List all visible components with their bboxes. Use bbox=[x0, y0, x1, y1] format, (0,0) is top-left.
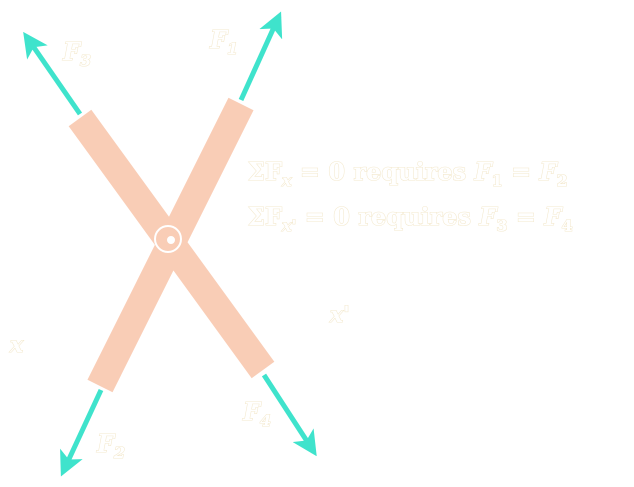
force-label-f1: F1 bbox=[209, 25, 238, 58]
axis-label-x-prime: x' bbox=[329, 302, 350, 328]
force-arrows bbox=[23, 11, 317, 477]
force-label-f2: F2 bbox=[96, 429, 125, 462]
joint-pin-center bbox=[166, 235, 176, 245]
force-arrow-f3 bbox=[23, 31, 83, 116]
equation-sum-fx: ΣFx = 0 requires F1 = F2 bbox=[248, 157, 568, 190]
axis-label-x: x bbox=[9, 332, 24, 358]
force-label-f3: F3 bbox=[62, 37, 91, 70]
force-arrow-f1 bbox=[238, 11, 283, 102]
equation-sum-fx-prime: ΣFx' = 0 requires F3 = F4 bbox=[248, 202, 573, 235]
member-bars bbox=[68, 97, 275, 393]
force-arrow-f4 bbox=[261, 373, 317, 457]
force-arrow-f2 bbox=[60, 388, 104, 477]
force-label-f4: F4 bbox=[242, 397, 271, 430]
